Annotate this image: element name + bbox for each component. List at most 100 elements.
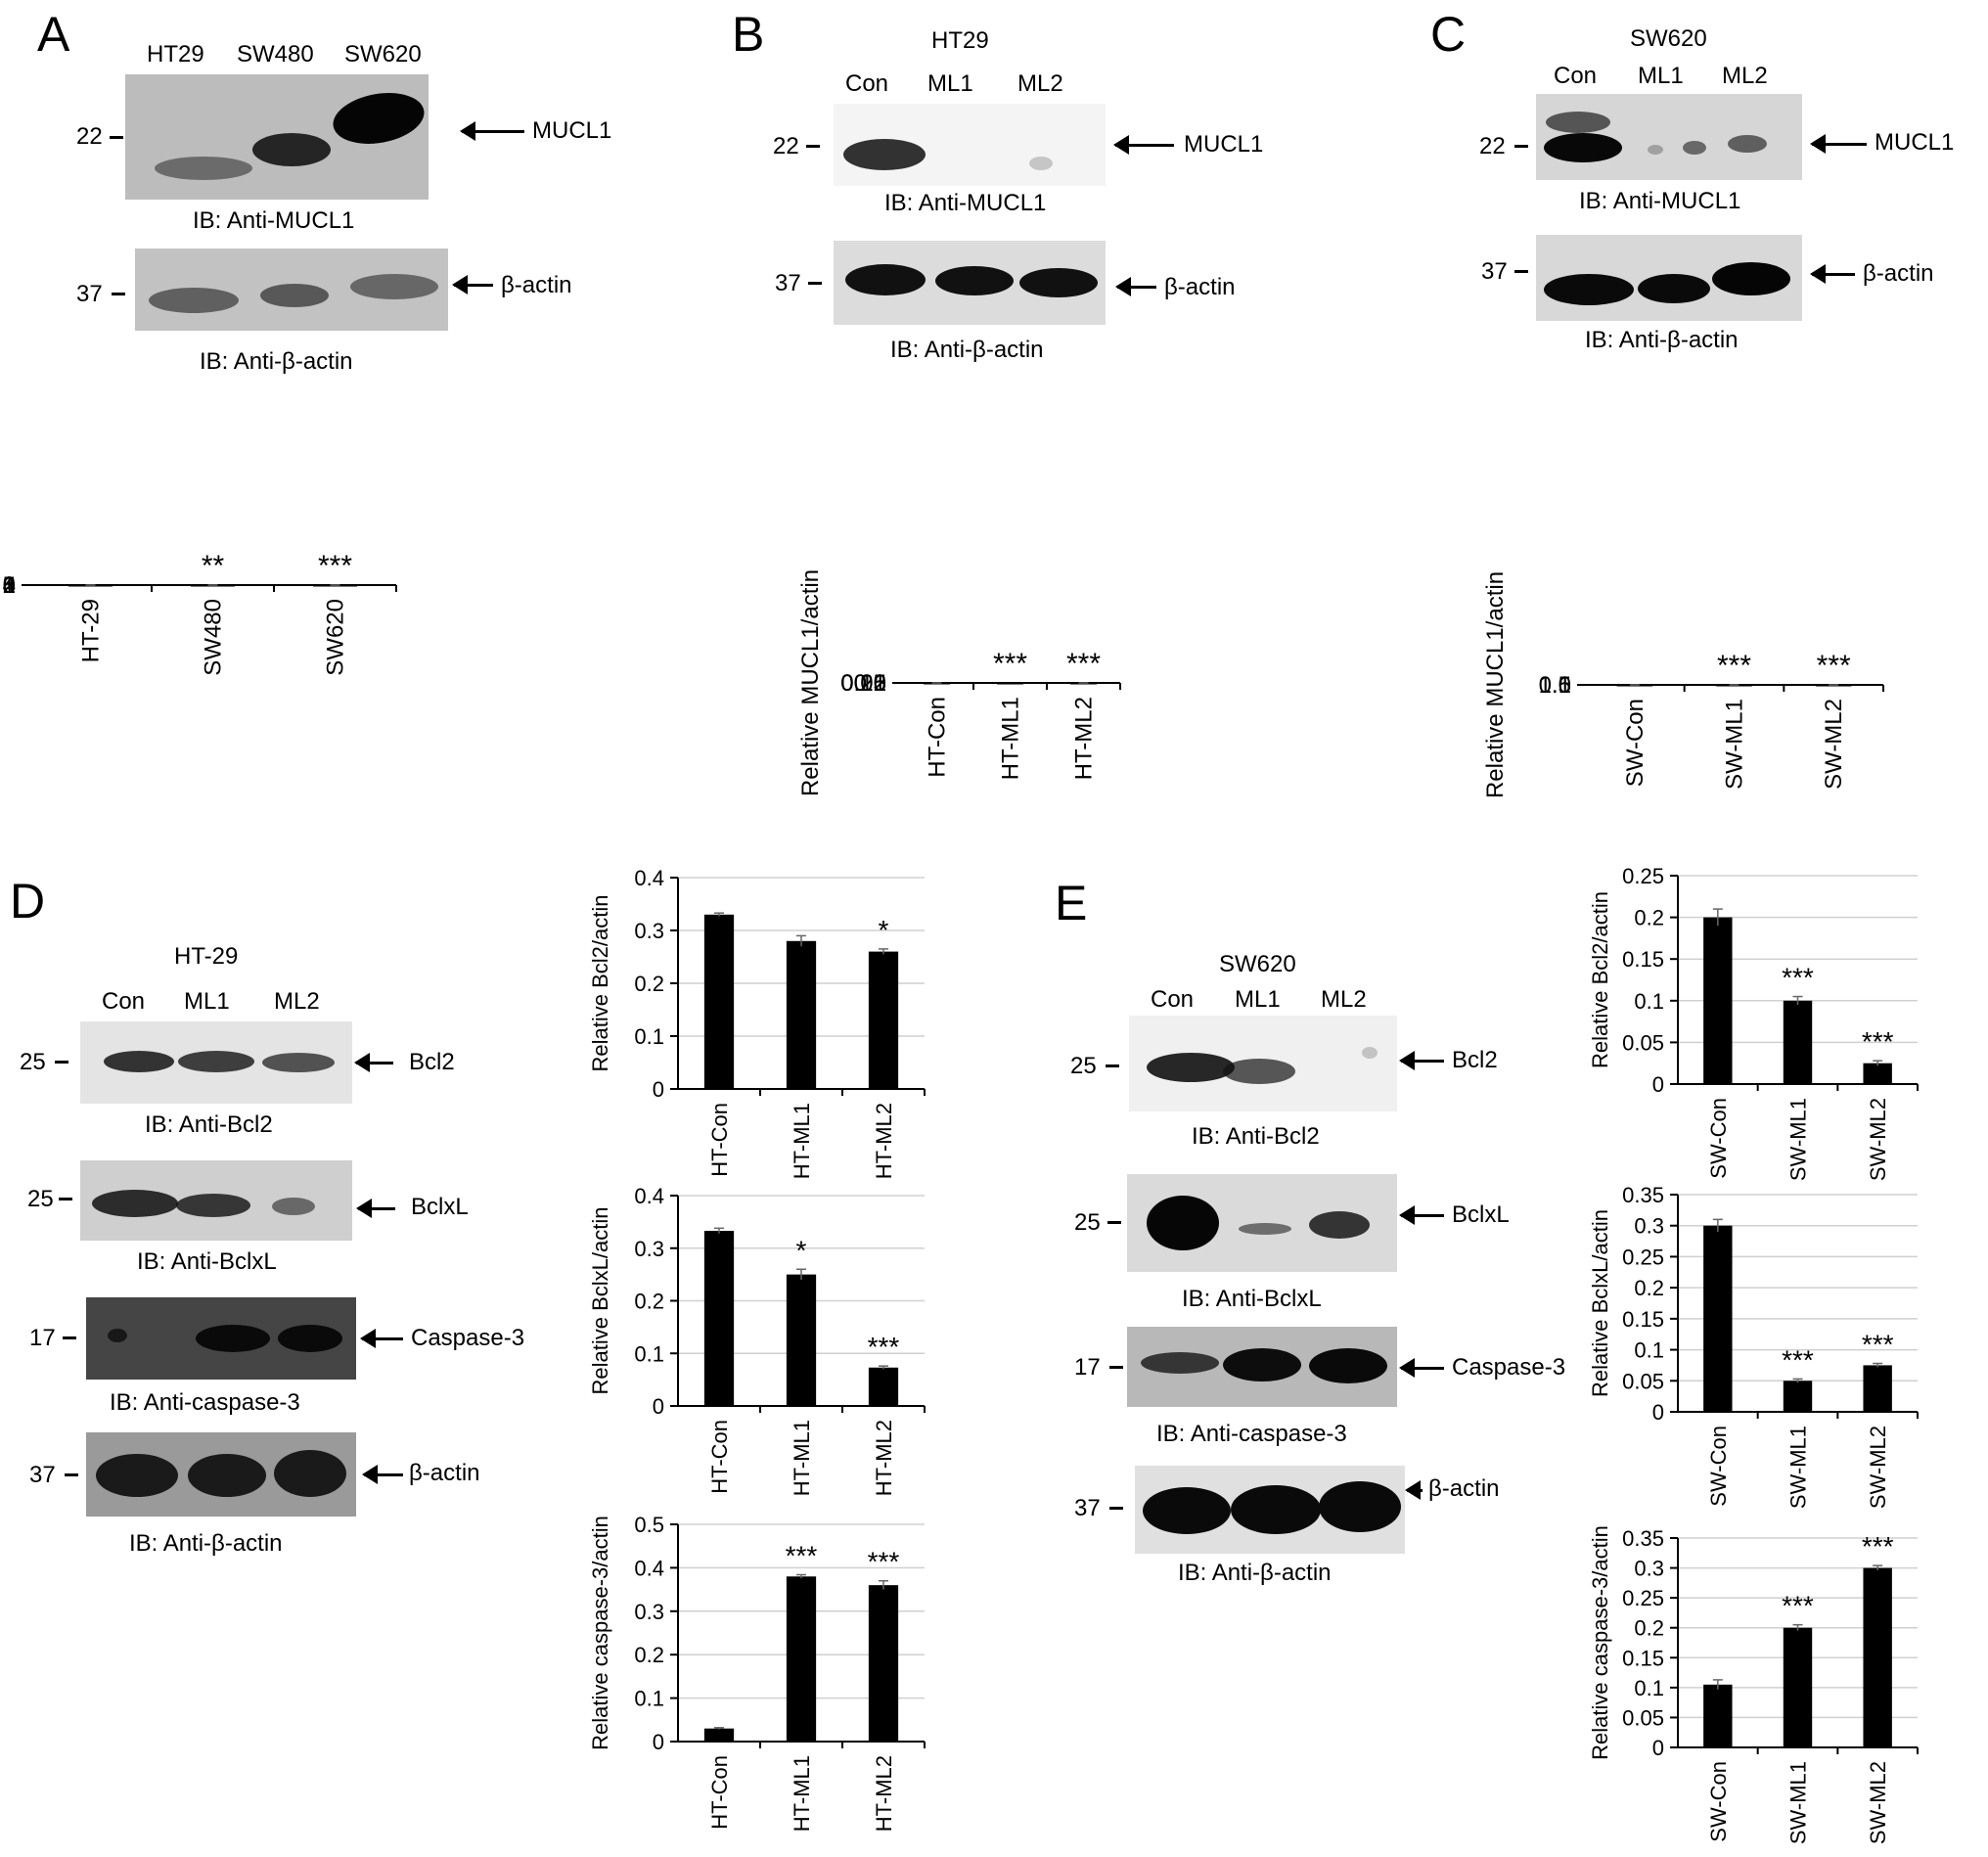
blot-band bbox=[92, 1190, 178, 1217]
y-tick-label: 3 bbox=[3, 572, 16, 599]
protein-label: BclxL bbox=[1452, 1201, 1510, 1228]
ib-label: IB: Anti-caspase-3 bbox=[110, 1389, 300, 1416]
y-tick-label: 4 bbox=[3, 572, 16, 599]
lane-label: Con bbox=[1151, 986, 1195, 1013]
x-tick-label: HT-ML1 bbox=[998, 697, 1024, 780]
y-tick-label: 0.2 bbox=[854, 670, 886, 697]
panel-letter-a: A bbox=[37, 7, 70, 62]
bar bbox=[1783, 1000, 1813, 1084]
y-tick-label: 0.25 bbox=[1622, 1245, 1664, 1269]
y-axis-label: Relative BclxL/actin bbox=[1588, 1209, 1612, 1397]
western-blot-actin bbox=[135, 249, 448, 331]
protein-label: β-actin bbox=[501, 272, 572, 298]
arrow-icon bbox=[1405, 1480, 1423, 1500]
ib-label: IB: Anti-β-actin bbox=[129, 1530, 283, 1557]
blot-band bbox=[96, 1454, 178, 1497]
blot-band bbox=[1239, 1223, 1291, 1235]
arrow-icon bbox=[360, 1329, 403, 1348]
bar bbox=[703, 914, 735, 1089]
blot-band bbox=[1638, 274, 1710, 303]
y-tick-label: 0.2 bbox=[634, 1643, 664, 1667]
blot-band bbox=[274, 1450, 346, 1497]
mw-tick bbox=[55, 1061, 68, 1064]
mw-tick bbox=[808, 282, 822, 285]
y-tick-label: 0.3 bbox=[634, 1600, 664, 1624]
significance-label: *** bbox=[1717, 650, 1751, 682]
mw-marker: 37 bbox=[1481, 258, 1508, 285]
x-tick-label: SW-ML2 bbox=[1821, 699, 1847, 790]
bar bbox=[786, 940, 817, 1089]
ib-label: IB: Anti-MUCL1 bbox=[193, 207, 355, 234]
mw-marker: 37 bbox=[29, 1462, 56, 1488]
x-tick-label: HT-Con bbox=[707, 1755, 732, 1830]
protein-label: β-actin bbox=[1164, 274, 1236, 300]
blot-band bbox=[1223, 1059, 1295, 1084]
protein-label: β-actin bbox=[409, 1460, 480, 1486]
y-tick-label: 0.1 bbox=[1634, 1338, 1664, 1363]
y-tick-label: 0.35 bbox=[1622, 1526, 1664, 1551]
mw-marker: 25 bbox=[1070, 1053, 1097, 1079]
bar bbox=[1863, 1063, 1892, 1084]
y-tick-label: 0 bbox=[1652, 1400, 1664, 1425]
y-axis-label: Relative MUCL1/actin bbox=[1482, 571, 1509, 798]
y-tick-label: 0.1 bbox=[1634, 989, 1664, 1014]
bar bbox=[703, 1231, 735, 1406]
blot-band bbox=[1147, 1196, 1219, 1250]
y-tick-label: 0.2 bbox=[1634, 1276, 1664, 1300]
ib-label: IB: Anti-β-actin bbox=[1178, 1560, 1332, 1586]
lane-label: SW480 bbox=[237, 41, 314, 68]
ib-label: IB: Anti-β-actin bbox=[200, 348, 353, 375]
y-tick-label: 0.25 bbox=[840, 670, 886, 697]
x-tick-label: SW-Con bbox=[1706, 1426, 1731, 1507]
y-tick-label: 0.3 bbox=[1634, 1214, 1664, 1239]
western-blot-bcl2 bbox=[1129, 1016, 1397, 1111]
blot-band bbox=[155, 157, 252, 180]
y-tick-label: 0.15 bbox=[840, 670, 886, 697]
y-tick-label: 0.05 bbox=[1622, 1369, 1664, 1393]
mw-marker: 37 bbox=[1074, 1495, 1101, 1521]
y-tick-label: 0 bbox=[653, 1730, 664, 1754]
bar bbox=[997, 683, 1023, 685]
bar bbox=[703, 1728, 735, 1742]
blot-band bbox=[188, 1454, 266, 1497]
y-tick-label: 0.2 bbox=[1634, 1616, 1664, 1641]
protein-label: MUCL1 bbox=[1875, 129, 1955, 156]
lane-label: Con bbox=[1554, 63, 1598, 89]
significance-label: *** bbox=[318, 550, 352, 582]
blot-band bbox=[1544, 133, 1622, 162]
panel-letter-d: D bbox=[10, 874, 46, 928]
lane-label: SW620 bbox=[344, 41, 422, 68]
mw-marker: 25 bbox=[1074, 1209, 1101, 1236]
significance-label: * bbox=[796, 1235, 807, 1265]
x-tick-label: SW-ML1 bbox=[1786, 1426, 1811, 1509]
x-tick-label: HT-Con bbox=[707, 1420, 732, 1494]
protein-label: Caspase-3 bbox=[411, 1325, 525, 1351]
blot-band bbox=[1728, 135, 1767, 153]
x-tick-label: HT-Con bbox=[925, 697, 951, 778]
x-tick-label: HT-Con bbox=[707, 1103, 732, 1177]
protein-label: Bcl2 bbox=[1452, 1047, 1498, 1073]
lane-label: Con bbox=[102, 988, 146, 1015]
arrow-icon bbox=[1399, 1358, 1444, 1378]
y-tick-label: 0.5 bbox=[634, 1513, 664, 1537]
x-tick-label: SW-ML1 bbox=[1722, 699, 1748, 790]
protein-label: β-actin bbox=[1863, 260, 1934, 287]
y-tick-label: 0 bbox=[653, 1077, 664, 1102]
blot-band bbox=[1648, 145, 1663, 155]
mw-tick bbox=[1109, 1507, 1123, 1510]
blot-band bbox=[1143, 1487, 1231, 1534]
western-blot-caspase3 bbox=[86, 1297, 356, 1380]
x-tick-label: SW-ML1 bbox=[1786, 1761, 1811, 1844]
y-tick-label: 0.1 bbox=[634, 1024, 664, 1049]
y-tick-label: 0.15 bbox=[1622, 947, 1664, 972]
y-tick-label: 0.35 bbox=[1622, 1183, 1664, 1207]
y-tick-label: 0 bbox=[874, 670, 886, 697]
mw-tick bbox=[65, 1473, 78, 1476]
arrow-icon bbox=[1810, 134, 1867, 154]
y-tick-label: 0.4 bbox=[634, 1556, 664, 1580]
x-tick-label: SW-Con bbox=[1706, 1098, 1731, 1179]
protein-label: Caspase-3 bbox=[1452, 1354, 1566, 1381]
protein-label: MUCL1 bbox=[1184, 131, 1264, 158]
